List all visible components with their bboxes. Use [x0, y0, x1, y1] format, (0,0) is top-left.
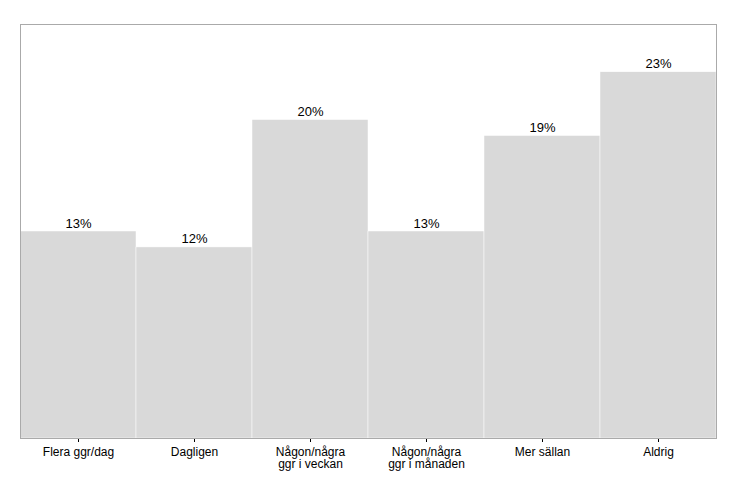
svg-text:Någon/någraggr i månaden: Någon/någraggr i månaden — [388, 445, 465, 471]
svg-text:13%: 13% — [413, 216, 439, 231]
svg-text:13%: 13% — [65, 216, 91, 231]
svg-text:Flera ggr/dag: Flera ggr/dag — [43, 445, 114, 459]
svg-text:20%: 20% — [297, 104, 323, 119]
svg-text:Dagligen: Dagligen — [171, 445, 218, 459]
svg-text:12%: 12% — [181, 231, 207, 246]
svg-text:23%: 23% — [645, 56, 671, 71]
svg-text:19%: 19% — [529, 120, 555, 135]
svg-text:Mer sällan: Mer sällan — [515, 445, 570, 459]
svg-text:Någon/någraggr i veckan: Någon/någraggr i veckan — [276, 445, 346, 471]
svg-text:Aldrig: Aldrig — [643, 445, 674, 459]
